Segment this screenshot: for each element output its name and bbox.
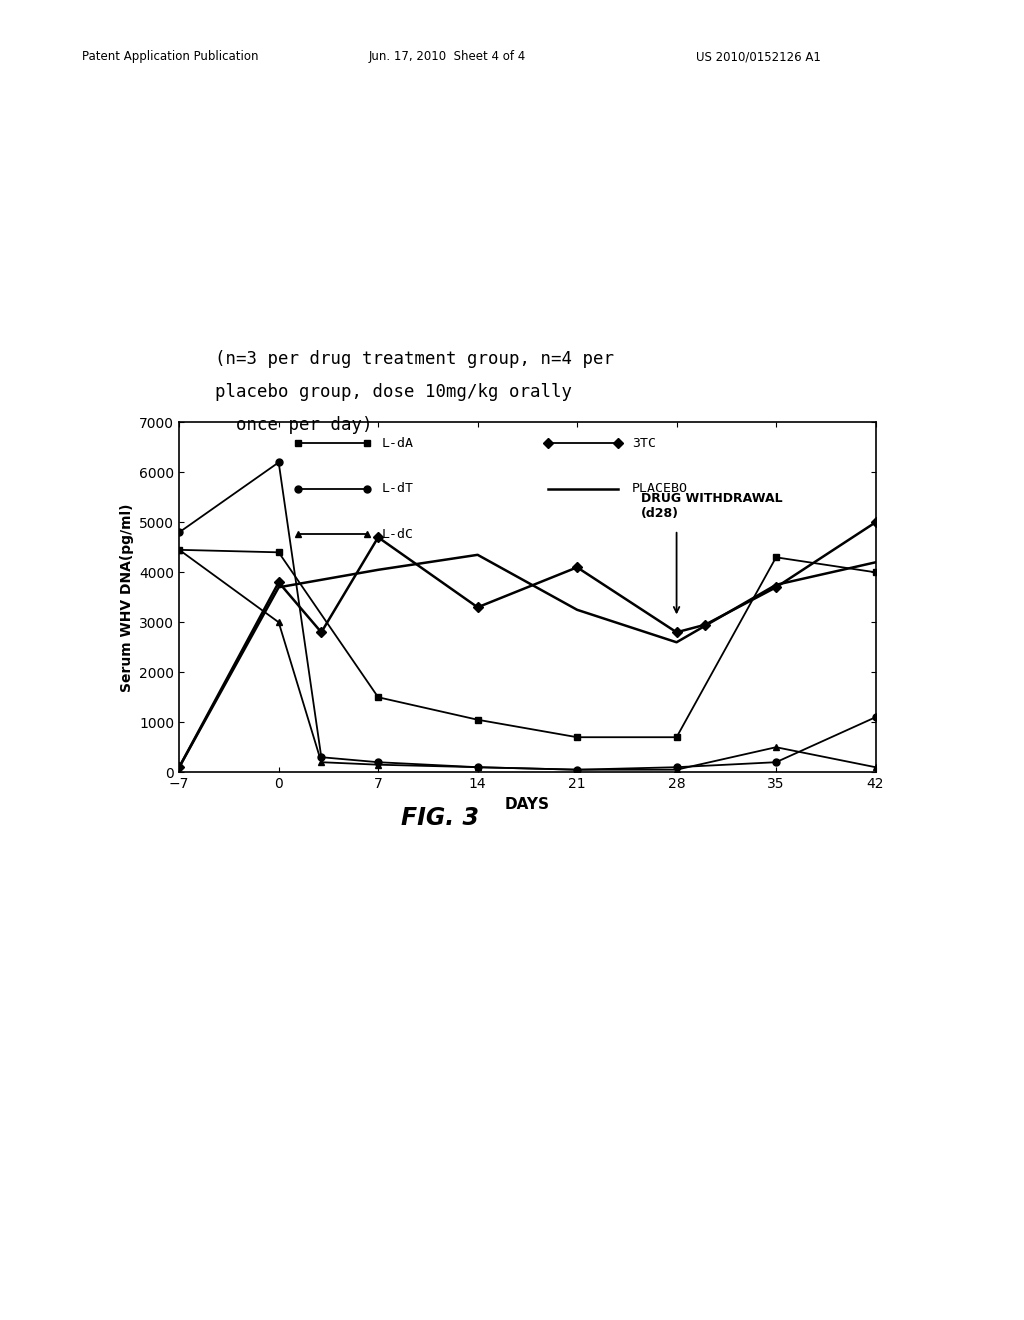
Text: L-dC: L-dC bbox=[381, 528, 413, 541]
Text: PLACEBO: PLACEBO bbox=[632, 482, 688, 495]
Text: US 2010/0152126 A1: US 2010/0152126 A1 bbox=[696, 50, 821, 63]
Text: (n=3 per drug treatment group, n=4 per: (n=3 per drug treatment group, n=4 per bbox=[215, 350, 614, 368]
Text: once per day): once per day) bbox=[215, 416, 373, 434]
Text: placebo group, dose 10mg/kg orally: placebo group, dose 10mg/kg orally bbox=[215, 383, 572, 401]
Text: L-dT: L-dT bbox=[381, 482, 413, 495]
Text: DRUG WITHDRAWAL
(d28): DRUG WITHDRAWAL (d28) bbox=[641, 492, 782, 520]
Text: 3TC: 3TC bbox=[632, 437, 655, 450]
Text: Patent Application Publication: Patent Application Publication bbox=[82, 50, 258, 63]
Text: L-dA: L-dA bbox=[381, 437, 413, 450]
X-axis label: DAYS: DAYS bbox=[505, 796, 550, 812]
Y-axis label: Serum WHV DNA(pg/ml): Serum WHV DNA(pg/ml) bbox=[120, 503, 134, 692]
Text: Jun. 17, 2010  Sheet 4 of 4: Jun. 17, 2010 Sheet 4 of 4 bbox=[369, 50, 526, 63]
Text: FIG. 3: FIG. 3 bbox=[401, 807, 479, 830]
